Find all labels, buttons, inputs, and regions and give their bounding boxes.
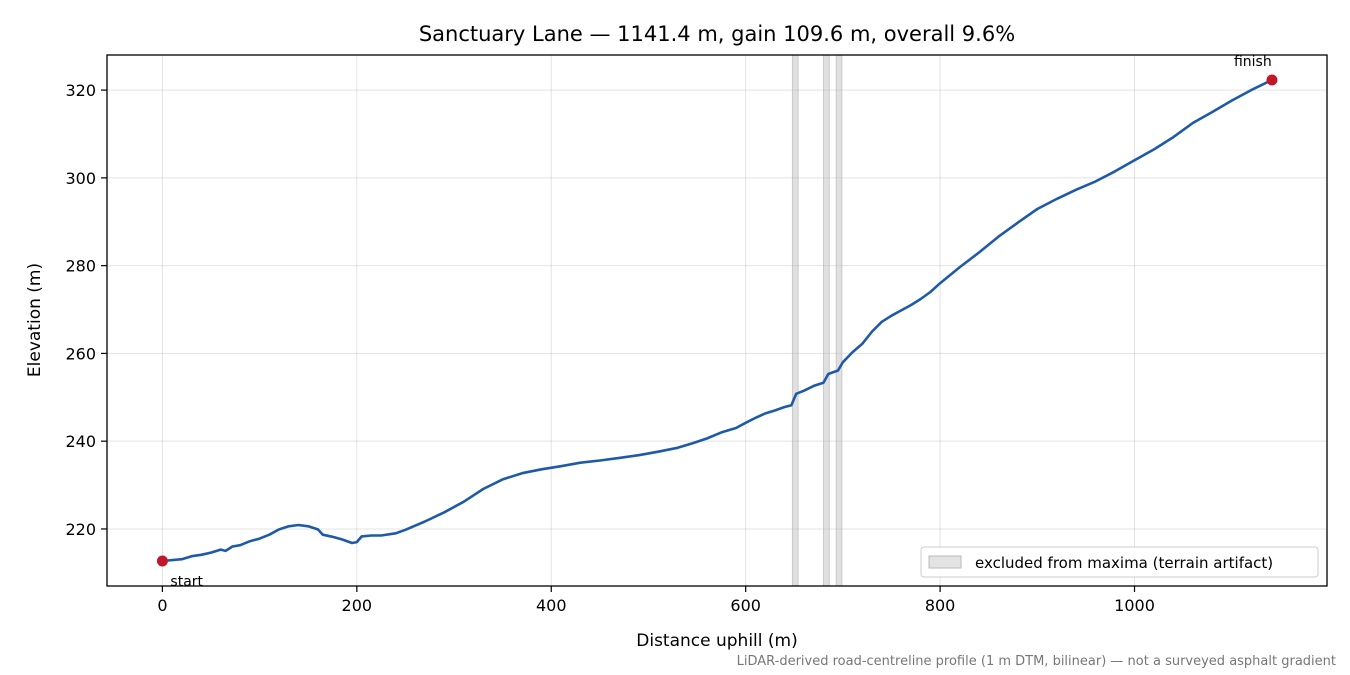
y-tick-label: 280 <box>65 257 96 276</box>
x-tick-label: 0 <box>157 596 167 615</box>
legend-label: excluded from maxima (terrain artifact) <box>975 554 1273 572</box>
finish-label: finish <box>1234 54 1272 70</box>
x-axis-label: Distance uphill (m) <box>636 631 797 651</box>
y-tick-label: 260 <box>65 344 96 363</box>
grid-lines <box>107 55 1327 586</box>
elevation-line-layer <box>161 78 1274 563</box>
x-tick-label: 200 <box>342 596 373 615</box>
y-tick-label: 300 <box>65 169 96 188</box>
axis-ticks: 0 200 400 600 800 1000 220 240 260 280 300 320 <box>65 81 1154 615</box>
footnote: LiDAR-derived road-centreline profile (1… <box>737 654 1336 669</box>
legend-swatch <box>928 555 962 569</box>
x-tick-label: 800 <box>925 596 956 615</box>
chart-title: Sanctuary Lane — 1141.4 m, gain 109.6 m,… <box>419 22 1015 46</box>
endpoint-markers: start finish <box>156 54 1278 590</box>
x-tick-label: 600 <box>730 596 761 615</box>
start-label: start <box>170 574 203 590</box>
excluded-band-3 <box>835 54 843 587</box>
x-tick-label: 400 <box>536 596 567 615</box>
y-tick-label: 320 <box>65 81 96 100</box>
excluded-band-2 <box>823 54 830 587</box>
plot-frame <box>106 54 1328 587</box>
elevation-line <box>161 78 1274 563</box>
excluded-band-1 <box>791 54 799 587</box>
legend-box <box>920 546 1319 578</box>
y-tick-label: 220 <box>65 520 96 539</box>
x-tick-label: 1000 <box>1114 596 1155 615</box>
finish-marker <box>1266 74 1278 86</box>
y-tick-label: 240 <box>65 432 96 451</box>
excluded-bands <box>791 54 843 587</box>
legend: excluded from maxima (terrain artifact) <box>920 546 1319 578</box>
start-marker <box>156 555 168 567</box>
y-axis-label: Elevation (m) <box>25 263 45 377</box>
